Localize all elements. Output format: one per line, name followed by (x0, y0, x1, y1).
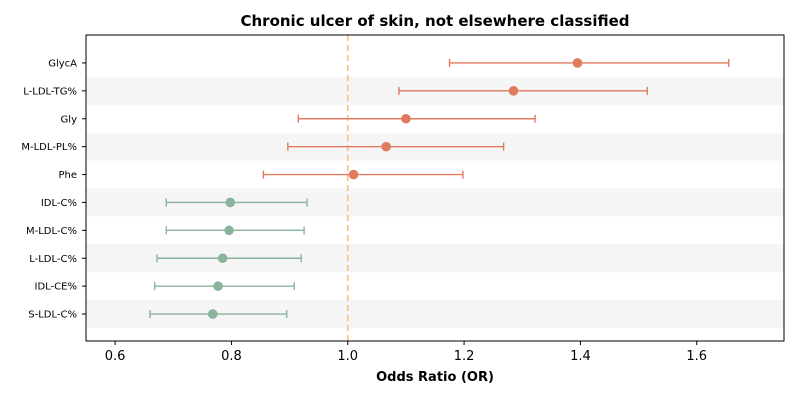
point-estimate (224, 225, 234, 236)
data-marks (149, 58, 730, 319)
y-tick-label: IDL-C% (41, 198, 77, 209)
point-estimate (208, 309, 218, 319)
y-tick-label: IDL-CE% (35, 282, 77, 293)
x-tick-label: 0.6 (105, 349, 126, 364)
y-tick-label: M-LDL-PL% (21, 142, 77, 153)
x-tick-label: 1.2 (454, 349, 475, 364)
x-tick-label: 1.0 (337, 349, 358, 364)
point-estimate (572, 58, 583, 68)
point-estimate (401, 113, 411, 124)
chart-title: Chronic ulcer of skin, not elsewhere cla… (240, 12, 629, 30)
x-axis-ticks: 0.6 0.8 1.0 1.2 1.4 1.6 (105, 341, 707, 364)
y-tick-label: Phe (58, 170, 77, 181)
y-tick-label: GlycA (48, 58, 77, 69)
y-tick-label: L-LDL-TG% (23, 86, 77, 97)
point-estimate (213, 281, 223, 291)
y-tick-label: Gly (61, 114, 78, 125)
x-tick-label: 1.6 (686, 349, 707, 364)
point-estimate (508, 86, 519, 96)
x-axis-label: Odds Ratio (OR) (376, 370, 494, 385)
y-axis-ticks: GlycA L-LDL-TG% Gly M-LDL-PL% Phe IDL-C% M-LDL… (21, 58, 86, 321)
point-estimate (348, 169, 359, 180)
plot-frame (85, 34, 785, 342)
x-tick-label: 0.8 (221, 349, 242, 364)
y-tick-label: S-LDL-C% (28, 310, 77, 321)
point-estimate (381, 141, 391, 152)
y-tick-label: M-LDL-C% (26, 226, 77, 237)
x-tick-label: 1.4 (570, 349, 591, 364)
point-estimate (225, 197, 236, 208)
y-tick-label: L-LDL-C% (29, 254, 77, 265)
point-estimate (217, 253, 228, 264)
